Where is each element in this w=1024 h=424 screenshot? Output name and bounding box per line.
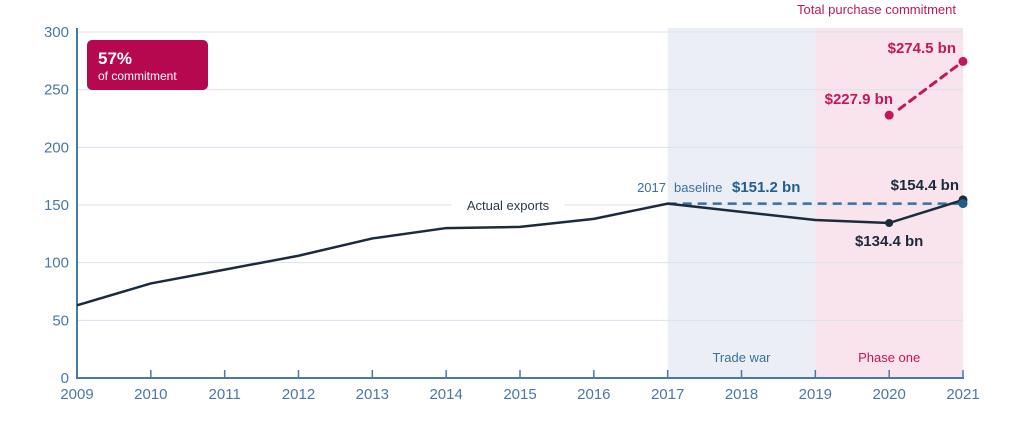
- x-tick-label: 2018: [725, 386, 758, 403]
- label-gap: [452, 197, 564, 213]
- series: [76, 56, 968, 307]
- commitment-callout: 57% of commitment: [87, 40, 208, 90]
- x-tick-label: 2017: [651, 386, 684, 403]
- y-tick-label: 300: [44, 24, 69, 41]
- callout-background: [87, 40, 208, 90]
- y-tick-label: 150: [44, 197, 69, 214]
- gridlines: [77, 31, 963, 321]
- callout-percent: 57%: [98, 49, 132, 68]
- y-tick-label: 200: [44, 139, 69, 156]
- region-label: Phase one: [858, 350, 920, 365]
- baseline-value-label: $151.2 bn: [732, 179, 800, 196]
- x-tick-label: 2015: [503, 386, 536, 403]
- x-tick-label: 2016: [577, 386, 610, 403]
- point-2020: [885, 218, 894, 227]
- x-tick-label: 2012: [282, 386, 315, 403]
- x-tick-label: 2013: [356, 386, 389, 403]
- y-tick-label: 250: [44, 82, 69, 99]
- actual-exports-line: [76, 198, 964, 307]
- baseline-year-label: 2017: [637, 180, 666, 195]
- x-tick-label: 2020: [872, 386, 905, 403]
- commitment-title-label: Total purchase commitment: [797, 2, 956, 17]
- axes: 0 50 100 150 200 250 300 2009 2010 2011 2012 2013 20…: [44, 24, 980, 403]
- commitment-2020-label: $227.9 bn: [825, 91, 893, 108]
- commitment-2021-label: $274.5 bn: [888, 40, 956, 57]
- annotations: Actual exports 2017 baseline $151.2 bn $…: [467, 2, 959, 250]
- x-tick-label: 2021: [946, 386, 979, 403]
- baseline-word-label: baseline: [674, 180, 722, 195]
- y-tick-label: 50: [52, 312, 69, 329]
- x-tick-label: 2009: [60, 386, 93, 403]
- x-tick-label: 2019: [799, 386, 832, 403]
- y-tick-label: 100: [44, 255, 69, 272]
- x-tick-label: 2011: [209, 386, 241, 403]
- shaded-regions: Trade war Phase one: [667, 28, 963, 378]
- actual-exports-label: Actual exports: [467, 198, 550, 213]
- x-tick-label: 2014: [429, 386, 462, 403]
- x-tick-label: 2010: [134, 386, 167, 403]
- value-2021-label: $154.4 bn: [891, 177, 959, 194]
- region-label: Trade war: [712, 350, 771, 365]
- baseline-point-2021: [958, 199, 968, 209]
- callout-text: of commitment: [98, 69, 177, 83]
- y-tick-label: 0: [61, 370, 69, 387]
- commitment-point-2020: [884, 110, 894, 120]
- commitment-point-2021: [958, 56, 968, 66]
- value-2020-label: $134.4 bn: [855, 233, 923, 250]
- commitment-line: [897, 59, 965, 111]
